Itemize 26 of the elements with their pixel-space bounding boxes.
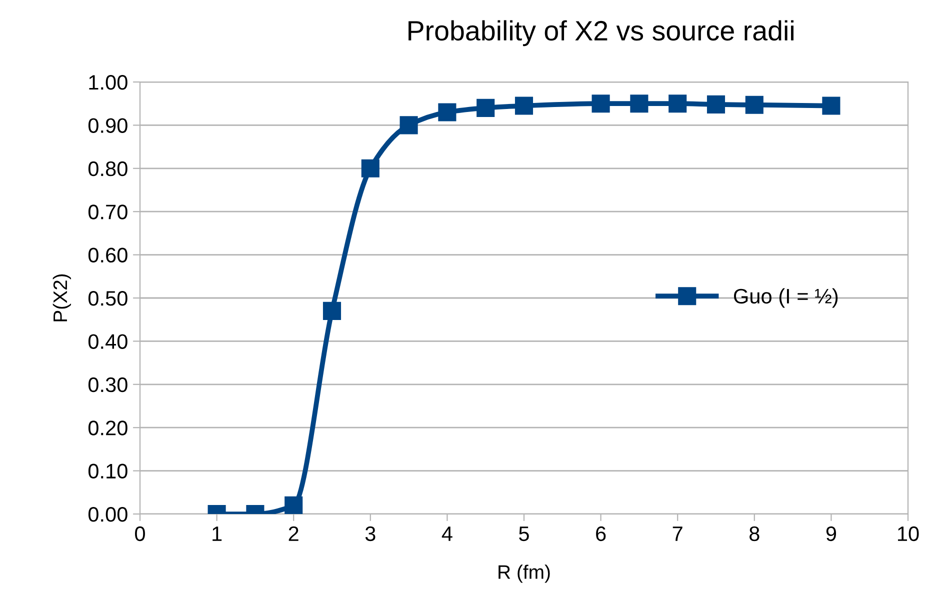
chart-title: Probability of X2 vs source radii xyxy=(408,20,794,46)
x-tick-label: 0 xyxy=(135,526,145,542)
x-axis-title: R (fm) xyxy=(498,564,550,583)
legend-label: Guo (I = ½) xyxy=(734,288,838,308)
y-axis-title: P(X2) xyxy=(52,274,71,322)
y-tick-label: 0.50 xyxy=(88,291,128,306)
y-tick-label: 0.80 xyxy=(88,161,128,176)
x-tick-label: 2 xyxy=(288,526,298,541)
x-tick-label: 10 xyxy=(898,526,919,542)
x-tick-label: 6 xyxy=(596,526,606,542)
y-tick-label: 0.00 xyxy=(88,507,128,522)
y-tick-label: 0.60 xyxy=(88,248,128,263)
y-tick-label: 0.70 xyxy=(88,204,128,220)
x-tick-label: 5 xyxy=(519,526,529,542)
y-tick-label: 0.20 xyxy=(88,420,128,436)
x-tick-label: 1 xyxy=(212,526,222,541)
y-tick-label: 1.00 xyxy=(89,75,128,90)
y-tick-label: 0.10 xyxy=(88,464,128,479)
y-tick-label: 0.40 xyxy=(88,334,128,349)
y-tick-label: 0.90 xyxy=(88,118,128,133)
y-tick-label: 0.30 xyxy=(88,377,128,392)
x-tick-label: 7 xyxy=(672,526,682,541)
x-tick-label: 9 xyxy=(826,526,836,542)
x-tick-label: 4 xyxy=(442,526,452,541)
x-tick-label: 8 xyxy=(750,526,760,542)
x-tick-label: 3 xyxy=(365,526,376,542)
